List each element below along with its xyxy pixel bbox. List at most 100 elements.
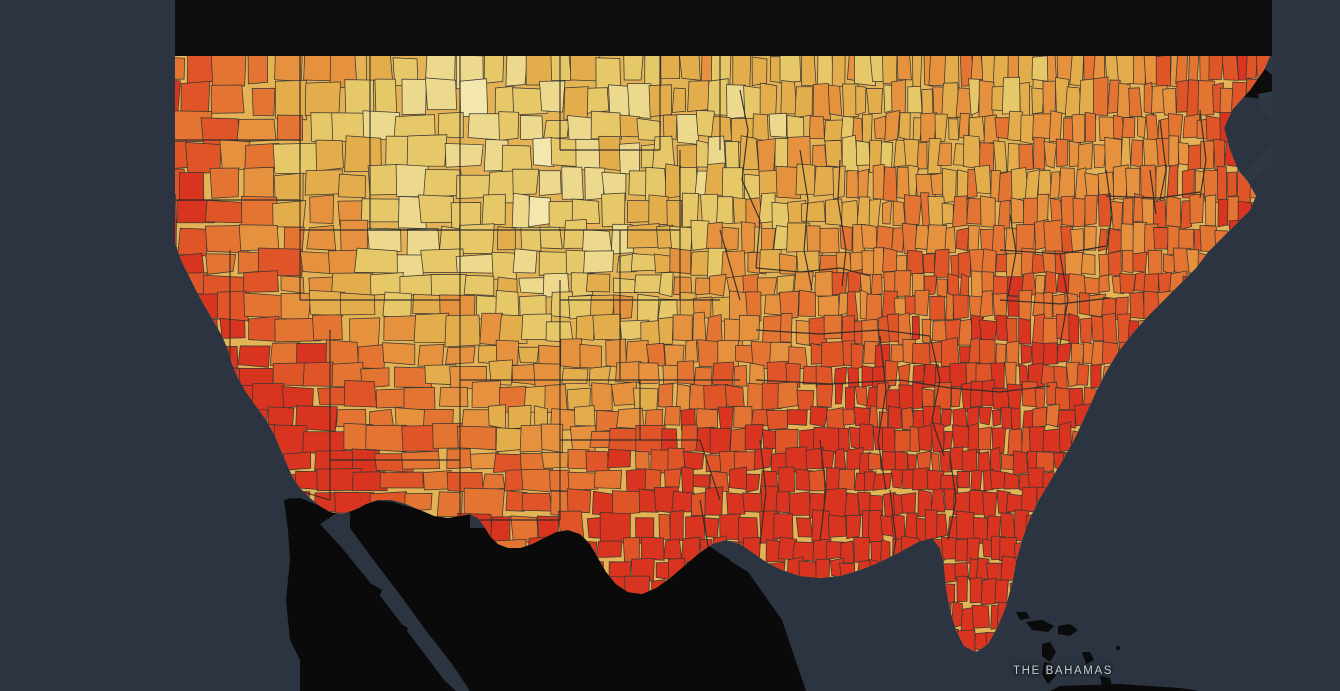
county-polygon[interactable] [930, 488, 946, 513]
county-polygon[interactable] [961, 448, 978, 473]
county-polygon[interactable] [498, 111, 519, 141]
county-polygon[interactable] [1079, 317, 1093, 347]
county-polygon[interactable] [896, 166, 910, 200]
county-polygon[interactable] [694, 277, 712, 296]
county-polygon[interactable] [709, 470, 730, 493]
county-polygon[interactable] [595, 540, 623, 558]
county-polygon[interactable] [312, 314, 343, 341]
county-polygon[interactable] [903, 194, 923, 225]
county-polygon[interactable] [894, 450, 909, 473]
county-polygon[interactable] [456, 425, 497, 451]
county-polygon[interactable] [1005, 340, 1020, 367]
county-polygon[interactable] [483, 54, 505, 84]
county-polygon[interactable] [979, 290, 994, 318]
county-polygon[interactable] [274, 317, 321, 343]
county-polygon[interactable] [1205, 194, 1217, 227]
county-polygon[interactable] [886, 313, 901, 343]
county-polygon[interactable] [1180, 200, 1193, 231]
county-polygon[interactable] [739, 135, 760, 170]
county-polygon[interactable] [868, 452, 882, 471]
county-polygon[interactable] [543, 120, 570, 140]
county-polygon[interactable] [1058, 167, 1075, 200]
county-polygon[interactable] [1052, 293, 1067, 318]
county-polygon[interactable] [937, 142, 952, 166]
county-polygon[interactable] [1080, 253, 1096, 276]
county-polygon[interactable] [922, 252, 935, 274]
county-polygon[interactable] [775, 491, 791, 514]
county-polygon[interactable] [968, 78, 981, 116]
county-polygon[interactable] [488, 359, 513, 386]
county-polygon[interactable] [967, 422, 981, 454]
county-polygon[interactable] [891, 227, 906, 253]
county-polygon[interactable] [444, 314, 481, 348]
county-polygon[interactable] [204, 199, 245, 224]
county-polygon[interactable] [1175, 54, 1189, 85]
county-polygon[interactable] [857, 168, 869, 200]
county-polygon[interactable] [719, 513, 741, 540]
county-polygon[interactable] [280, 293, 312, 321]
county-polygon[interactable] [721, 167, 744, 202]
county-polygon[interactable] [745, 197, 763, 228]
county-polygon[interactable] [798, 289, 816, 317]
county-polygon[interactable] [994, 579, 1009, 605]
county-polygon[interactable] [872, 472, 893, 491]
county-polygon[interactable] [591, 382, 613, 411]
county-polygon[interactable] [618, 142, 641, 176]
county-polygon[interactable] [1037, 169, 1052, 198]
county-polygon[interactable] [940, 337, 960, 368]
county-polygon[interactable] [812, 82, 831, 121]
county-polygon[interactable] [533, 363, 561, 388]
county-polygon[interactable] [273, 172, 304, 201]
county-polygon[interactable] [511, 364, 537, 386]
county-polygon[interactable] [467, 113, 503, 141]
county-polygon[interactable] [1216, 166, 1228, 201]
county-polygon[interactable] [877, 314, 891, 344]
county-polygon[interactable] [539, 80, 566, 113]
county-polygon[interactable] [177, 227, 209, 257]
county-polygon[interactable] [966, 197, 982, 225]
county-polygon[interactable] [778, 290, 800, 320]
county-polygon[interactable] [343, 380, 378, 408]
county-polygon[interactable] [690, 491, 706, 516]
county-polygon[interactable] [613, 294, 634, 320]
county-polygon[interactable] [853, 406, 870, 427]
county-polygon[interactable] [382, 291, 412, 320]
county-polygon[interactable] [512, 248, 538, 274]
county-polygon[interactable] [1058, 421, 1072, 453]
county-polygon[interactable] [977, 426, 992, 451]
county-polygon[interactable] [612, 490, 644, 516]
county-polygon[interactable] [498, 314, 528, 345]
county-polygon[interactable] [1070, 342, 1085, 365]
county-polygon[interactable] [1107, 250, 1122, 277]
county-polygon[interactable] [669, 509, 684, 541]
county-polygon[interactable] [563, 86, 589, 121]
county-polygon[interactable] [383, 315, 418, 341]
county-polygon[interactable] [833, 366, 848, 385]
county-polygon[interactable] [844, 492, 860, 518]
county-polygon[interactable] [571, 198, 600, 225]
county-polygon[interactable] [777, 381, 799, 409]
county-polygon[interactable] [561, 367, 589, 384]
county-polygon[interactable] [956, 227, 969, 252]
county-polygon[interactable] [773, 513, 794, 540]
county-polygon[interactable] [1045, 403, 1060, 428]
county-polygon[interactable] [626, 200, 652, 223]
county-polygon[interactable] [1132, 251, 1148, 273]
county-polygon[interactable] [742, 273, 759, 294]
county-polygon[interactable] [532, 137, 555, 168]
county-polygon[interactable] [612, 277, 639, 294]
county-polygon[interactable] [1188, 52, 1200, 83]
county-polygon[interactable] [912, 381, 924, 410]
county-polygon[interactable] [505, 50, 529, 87]
county-polygon[interactable] [728, 466, 747, 490]
county-polygon[interactable] [561, 166, 584, 200]
county-polygon[interactable] [1213, 138, 1226, 171]
county-polygon[interactable] [956, 575, 968, 603]
county-polygon[interactable] [779, 313, 793, 343]
county-polygon[interactable] [884, 109, 901, 143]
county-polygon[interactable] [684, 339, 698, 364]
county-polygon[interactable] [831, 53, 846, 88]
county-polygon[interactable] [1090, 340, 1105, 366]
county-polygon[interactable] [1129, 291, 1145, 320]
county-polygon[interactable] [489, 516, 511, 544]
